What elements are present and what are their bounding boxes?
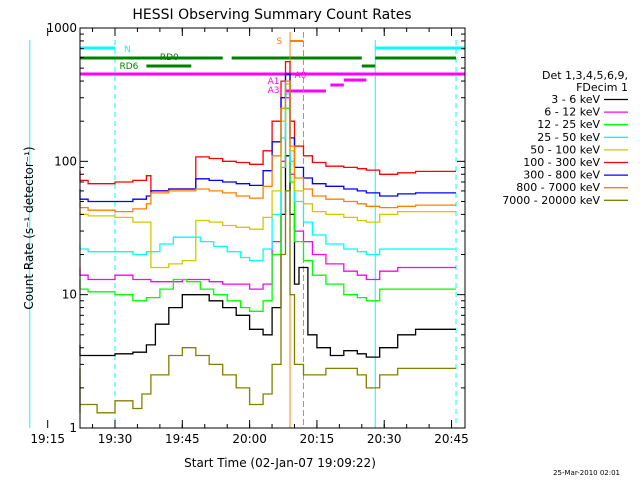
- axes-layer: 19:15 19:30 19:45 20:00 20:15 20:30 20:45 1 10 10…: [30, 21, 468, 446]
- x-tick-label: 20:00: [232, 432, 267, 446]
- x-tick-label: 19:30: [98, 432, 133, 446]
- chart-title: HESSI Observing Summary Count Rates: [132, 7, 411, 23]
- series-line: [79, 190, 456, 414]
- legend-label: 3 - 6 keV: [551, 93, 600, 106]
- x-tick-label: 19:45: [165, 432, 200, 446]
- series-line: [79, 83, 456, 269]
- series-line: [79, 80, 456, 213]
- y-axis-label: Count Rate (s⁻¹ detector⁻¹): [22, 146, 36, 309]
- rd0-label: RD0: [160, 53, 179, 63]
- y-tick-label: 10: [62, 288, 77, 302]
- x-axis-label: Start Time (02-Jan-07 19:09:22): [184, 456, 376, 470]
- x-tick-label: 20:45: [434, 432, 469, 446]
- saa-label: S: [277, 37, 283, 47]
- legend-title: FDecim 1: [576, 81, 628, 94]
- attenuator-label-a1: A1: [268, 77, 280, 87]
- timestamp: 25-Mar-2010 02:01: [553, 469, 620, 477]
- legend-label: 100 - 300 keV: [523, 156, 600, 169]
- legend-label: 6 - 12 keV: [544, 106, 600, 119]
- legend-label: 12 - 25 keV: [537, 118, 600, 131]
- x-tick-label: 19:15: [30, 432, 65, 446]
- legend-label: 50 - 100 keV: [530, 143, 600, 156]
- legend-title: Det 1,3,4,5,6,9,: [542, 69, 628, 82]
- series-line: [79, 93, 456, 262]
- series-line: [79, 107, 456, 312]
- x-tick-label: 20:15: [300, 432, 335, 446]
- rd6-label: RD6: [119, 62, 138, 72]
- legend-label: 7000 - 20000 keV: [502, 194, 600, 207]
- series-layer: [79, 60, 456, 414]
- night-label: N: [124, 45, 131, 55]
- x-tick-label: 20:30: [367, 432, 402, 446]
- y-tick-label: 1: [69, 421, 77, 435]
- y-tick-label: 100: [54, 154, 77, 168]
- attenuator-label-a0: A0: [294, 71, 306, 81]
- y-tick-label: 1000: [46, 21, 77, 35]
- legend-label: 800 - 7000 keV: [516, 181, 600, 194]
- attenuator-label-a3: A3: [268, 86, 280, 96]
- legend-label: 300 - 800 keV: [523, 169, 600, 182]
- legend-label: 25 - 50 keV: [537, 131, 600, 144]
